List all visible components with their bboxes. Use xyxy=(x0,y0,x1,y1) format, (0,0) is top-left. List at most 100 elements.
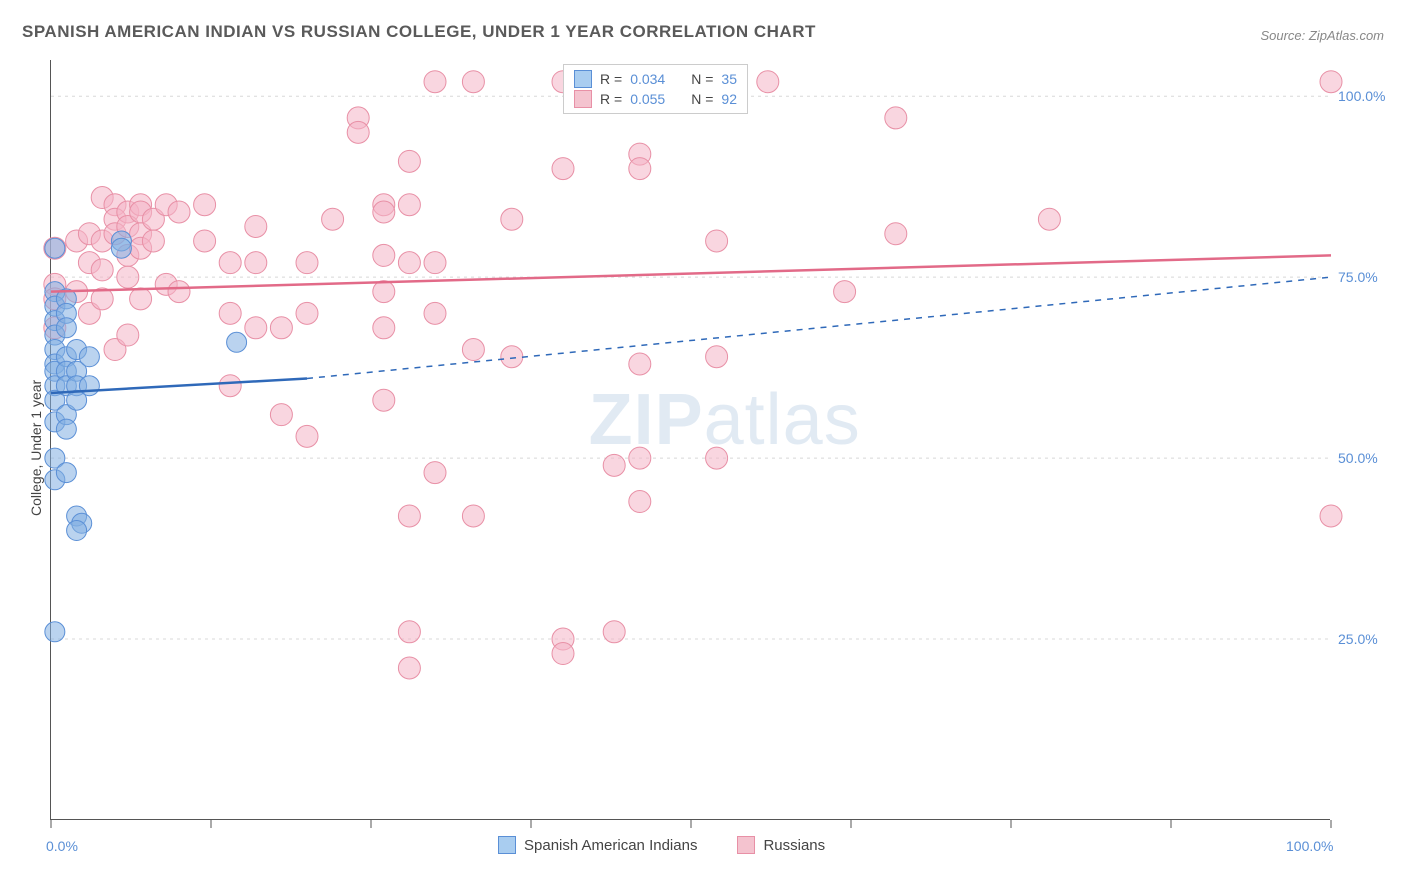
y-tick-label: 75.0% xyxy=(1338,269,1378,285)
pink-point xyxy=(629,353,651,375)
chart-title: SPANISH AMERICAN INDIAN VS RUSSIAN COLLE… xyxy=(22,22,816,42)
pink-point xyxy=(885,223,907,245)
r-label: R = xyxy=(600,71,622,87)
pink-point xyxy=(603,621,625,643)
legend-stats-row: R = 0.055 N = 92 xyxy=(574,89,737,109)
blue-point xyxy=(45,238,65,258)
pink-point xyxy=(424,252,446,274)
pink-point xyxy=(347,121,369,143)
legend-swatch xyxy=(498,836,516,854)
pink-point xyxy=(462,339,484,361)
y-axis-label: College, Under 1 year xyxy=(28,380,44,516)
legend-stats-row: R = 0.034 N = 35 xyxy=(574,69,737,89)
y-tick-label: 25.0% xyxy=(1338,631,1378,647)
y-tick-label: 100.0% xyxy=(1338,88,1385,104)
pink-point xyxy=(117,266,139,288)
legend-series-label: Spanish American Indians xyxy=(524,837,697,854)
legend-bottom-item: Spanish American Indians xyxy=(498,836,697,854)
pink-point xyxy=(462,71,484,93)
pink-point xyxy=(603,454,625,476)
pink-point xyxy=(373,317,395,339)
pink-point xyxy=(245,317,267,339)
pink-point xyxy=(706,230,728,252)
scatter-plot-svg xyxy=(51,60,1331,830)
pink-point xyxy=(270,317,292,339)
legend-swatch xyxy=(574,70,592,88)
plot-area: ZIPatlas R =0.034N =35R =0.055N =92 xyxy=(50,60,1330,820)
pink-point xyxy=(245,215,267,237)
blue-point xyxy=(79,347,99,367)
pink-point xyxy=(552,158,574,180)
pink-point xyxy=(194,194,216,216)
legend-swatch xyxy=(737,836,755,854)
pink-point xyxy=(706,447,728,469)
n-value: 92 xyxy=(721,91,737,107)
blue-point xyxy=(227,332,247,352)
pink-point xyxy=(168,281,190,303)
pink-point xyxy=(296,302,318,324)
pink-point xyxy=(629,491,651,513)
n-value: 35 xyxy=(721,71,737,87)
blue-point xyxy=(56,419,76,439)
r-value: 0.055 xyxy=(630,91,665,107)
pink-point xyxy=(117,324,139,346)
pink-point xyxy=(296,425,318,447)
pink-point xyxy=(219,375,241,397)
pink-point xyxy=(462,505,484,527)
pink-point xyxy=(398,252,420,274)
blue-point xyxy=(56,463,76,483)
source-label: Source: ZipAtlas.com xyxy=(1260,28,1384,43)
pink-point xyxy=(424,462,446,484)
pink-point xyxy=(629,158,651,180)
legend-stats-box: R = 0.034 N = 35 R = 0.055 N = 92 xyxy=(563,64,748,114)
blue-point xyxy=(79,376,99,396)
pink-point xyxy=(424,302,446,324)
pink-point xyxy=(834,281,856,303)
pink-point xyxy=(168,201,190,223)
pink-point xyxy=(1038,208,1060,230)
pink-point xyxy=(194,230,216,252)
pink-point xyxy=(398,150,420,172)
pink-point xyxy=(501,208,523,230)
x-tick-label: 0.0% xyxy=(46,838,78,854)
blue-point xyxy=(67,520,87,540)
pink-point xyxy=(373,201,395,223)
pink-point xyxy=(757,71,779,93)
pink-point xyxy=(322,208,344,230)
pink-point xyxy=(885,107,907,129)
r-label: R = xyxy=(600,91,622,107)
blue-point xyxy=(56,318,76,338)
blue-point xyxy=(111,238,131,258)
pink-point xyxy=(270,404,292,426)
pink-point xyxy=(245,252,267,274)
pink-point xyxy=(91,259,113,281)
n-label: N = xyxy=(691,71,713,87)
pink-point xyxy=(130,288,152,310)
pink-point xyxy=(373,244,395,266)
x-tick-label: 100.0% xyxy=(1286,838,1333,854)
pink-point xyxy=(219,302,241,324)
pink-point xyxy=(373,281,395,303)
pink-point xyxy=(296,252,318,274)
pink-point xyxy=(629,447,651,469)
legend-bottom: Spanish American Indians Russians xyxy=(498,836,825,854)
pink-point xyxy=(501,346,523,368)
blue-point xyxy=(45,622,65,642)
pink-point xyxy=(398,657,420,679)
r-value: 0.034 xyxy=(630,71,665,87)
pink-point xyxy=(706,346,728,368)
pink-point xyxy=(142,230,164,252)
pink-point xyxy=(398,194,420,216)
pink-point xyxy=(398,505,420,527)
n-label: N = xyxy=(691,91,713,107)
pink-point xyxy=(219,252,241,274)
pink-point xyxy=(552,643,574,665)
pink-point xyxy=(398,621,420,643)
pink-point xyxy=(424,71,446,93)
pink-point xyxy=(373,389,395,411)
pink-point xyxy=(1320,505,1342,527)
y-tick-label: 50.0% xyxy=(1338,450,1378,466)
legend-swatch xyxy=(574,90,592,108)
legend-bottom-item: Russians xyxy=(737,836,825,854)
legend-series-label: Russians xyxy=(763,837,825,854)
